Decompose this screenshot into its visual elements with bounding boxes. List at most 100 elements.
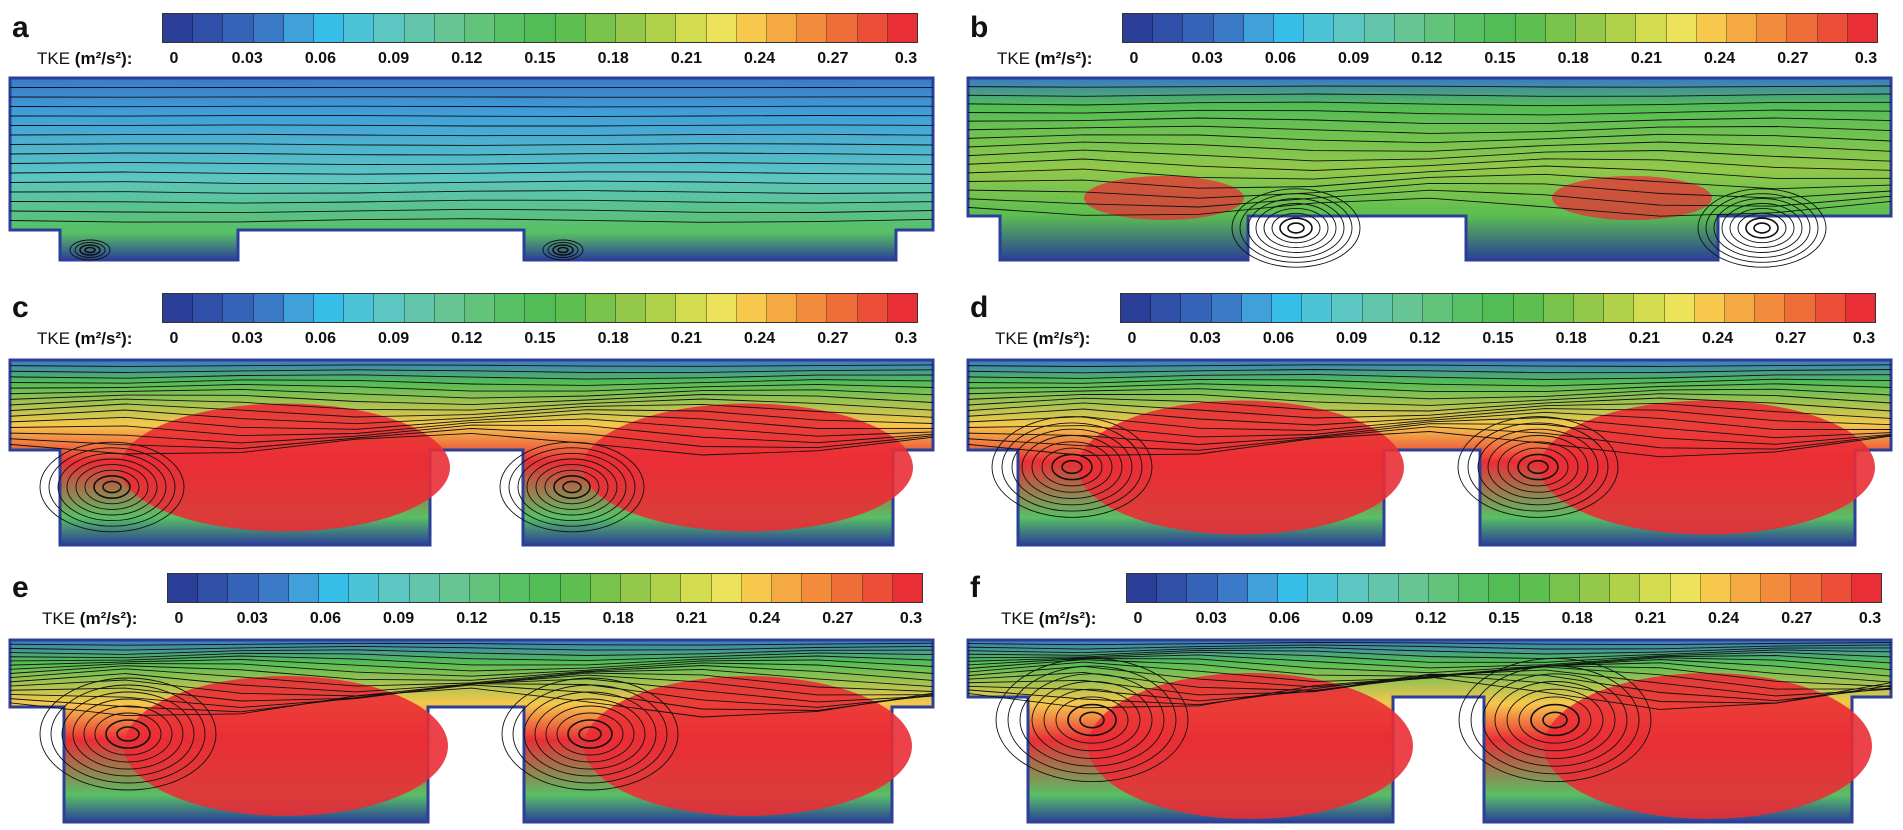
colorbar-swatch [465, 294, 496, 322]
colorbar-swatch [258, 574, 289, 602]
colorbar-swatch [314, 14, 345, 42]
colorbar-swatch [1187, 574, 1218, 602]
streamline [967, 364, 1892, 367]
vortex-streamline [93, 474, 131, 499]
colorbar-swatch [1394, 14, 1426, 42]
colorbar-swatch [887, 294, 918, 322]
vortex-streamline [1713, 198, 1811, 258]
colorbar-swatch [1153, 14, 1184, 42]
colorbar-swatch [862, 574, 893, 602]
vortex-streamline [1697, 188, 1827, 268]
colorbar-label: TKE (m²/s²): [997, 49, 1092, 69]
vortex-streamline [562, 480, 582, 494]
colorbar-swatch [228, 574, 259, 602]
vortex-streamline [83, 705, 173, 763]
colorbar-swatch [1610, 574, 1641, 602]
colorbar-swatch [253, 14, 284, 42]
streamline [9, 418, 934, 437]
colorbar-tick-label: 0.3 [894, 330, 918, 347]
colorbar-swatch [374, 14, 405, 42]
streamline [967, 383, 1892, 393]
colorbar-tick-label: 0.09 [1338, 50, 1370, 67]
colorbar-tick-label: 0.3 [899, 610, 923, 627]
colorbar-swatch [1368, 574, 1399, 602]
colorbar-tick-label: 0 [174, 610, 184, 627]
colorbar-swatch [767, 14, 798, 42]
vortex-streamline [39, 441, 185, 533]
vortex-streamline [72, 698, 184, 770]
colorbar-tick-label: 0.15 [1482, 330, 1514, 347]
colorbar-swatch [706, 294, 737, 322]
colorbar-swatch [283, 14, 315, 42]
colorbar-tick-label: 0.06 [1268, 610, 1300, 627]
colorbar-swatch [1455, 14, 1486, 42]
colorbar-swatch [1392, 294, 1424, 322]
streamline [967, 149, 1892, 162]
colorbar-label: TKE (m²/s²): [42, 609, 137, 629]
panel-label: c [12, 291, 29, 324]
colorbar-swatch [1664, 294, 1695, 322]
streamline [967, 647, 1892, 655]
colorbar-tick-label: 0.18 [602, 610, 634, 627]
colorbar-unit: (m²/s²): [1034, 49, 1093, 68]
vortex-streamline [1721, 203, 1803, 253]
streamline [9, 133, 934, 137]
colorbar-tick-label: 0.12 [1409, 330, 1441, 347]
streamline [9, 687, 934, 718]
colorbar-swatch [585, 294, 617, 322]
colorbar-tick-label: 0.15 [529, 610, 561, 627]
colorbar-swatch [621, 574, 652, 602]
colorbar-swatch [163, 14, 194, 42]
streamline [967, 665, 1892, 688]
colorbar-swatch [676, 14, 707, 42]
streamline [967, 378, 1892, 387]
high-tke-region [1544, 673, 1872, 819]
panel-label: d [970, 291, 989, 324]
vortex-streamline [1518, 696, 1592, 744]
colorbar-swatch [1274, 14, 1305, 42]
streamline [9, 658, 934, 672]
colorbar-tick-label: 0.06 [309, 610, 341, 627]
colorbar-swatch [832, 574, 863, 602]
streamline [9, 374, 934, 380]
colorbar-tick-label: 0.27 [817, 330, 849, 347]
colorbar-swatch [1731, 574, 1762, 602]
vortex-streamline [1279, 217, 1313, 239]
colorbar-swatch [1727, 14, 1758, 42]
streamline [967, 189, 1892, 208]
vortex-streamline [1753, 222, 1771, 234]
colorbar-swatch [404, 14, 435, 42]
high-tke-region [584, 676, 912, 816]
colorbar-swatch [797, 14, 828, 42]
colorbar-tick-label: 0.21 [1630, 50, 1662, 67]
streamline [9, 424, 934, 444]
vortex-streamline [1043, 688, 1141, 752]
colorbar-swatch [1761, 574, 1792, 602]
colorbar-swatch [1515, 14, 1546, 42]
colorbar-tick-label: 0.03 [236, 610, 268, 627]
streamline [9, 161, 934, 166]
colorbar-swatch [525, 294, 556, 322]
vortex-streamline [1482, 673, 1628, 767]
high-tke-region [1552, 176, 1712, 220]
streamline [9, 662, 934, 677]
colorbar-swatch [198, 574, 229, 602]
colorbar-swatch [767, 294, 798, 322]
vortex-streamline [512, 684, 668, 784]
vortex-streamline [523, 691, 657, 777]
colorbar-swatch [1334, 14, 1365, 42]
colorbar-swatch [1787, 14, 1818, 42]
colorbar-swatch [1429, 574, 1460, 602]
colorbar-swatch [616, 294, 647, 322]
colorbar-swatch [585, 14, 617, 42]
colorbar-swatch [344, 294, 375, 322]
streamline [9, 124, 934, 127]
streamline [9, 105, 933, 108]
colorbar-quantity: TKE [37, 49, 75, 68]
colorbar-swatch [1302, 294, 1333, 322]
colorbar-tick-label: 0.18 [597, 50, 629, 67]
streamline [9, 409, 934, 425]
vortex-streamline [534, 698, 646, 770]
colorbar-label: TKE (m²/s²): [37, 49, 132, 69]
colorbar-swatch [1278, 574, 1309, 602]
